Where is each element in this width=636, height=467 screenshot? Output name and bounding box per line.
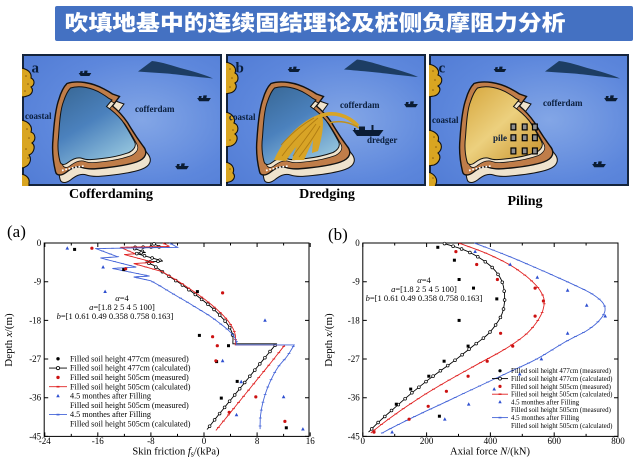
svg-text:-45: -45 (29, 431, 41, 441)
svg-text:coastal: coastal (432, 115, 459, 125)
svg-text:4.5 monthes after Filling: 4.5 monthes after Filling (70, 410, 151, 419)
svg-text:(b): (b) (328, 225, 348, 244)
svg-text:Filled soil height 505cm (meas: Filled soil height 505cm (measured) (511, 407, 611, 414)
svg-text:Filled soil height 505cm (meas: Filled soil height 505cm (measured) (511, 384, 611, 391)
svg-text:-18: -18 (29, 315, 41, 325)
svg-text:Filled soil height 477cm (calc: Filled soil height 477cm (calculated) (511, 376, 612, 383)
svg-text:Filled soil height 477cm (meas: Filled soil height 477cm (measured) (70, 354, 189, 363)
svg-text:-8: -8 (147, 436, 155, 446)
svg-text:pile: pile (493, 133, 507, 143)
svg-text:Filled soil height 477cm (calc: Filled soil height 477cm (calculated) (70, 364, 191, 373)
svg-text:-36: -36 (29, 393, 41, 403)
svg-text:-24: -24 (39, 436, 51, 446)
svg-text:0: 0 (202, 436, 207, 446)
svg-text:b=[1 0.61 0.49 0.358 0.758 0.1: b=[1 0.61 0.49 0.358 0.758 0.163] (366, 293, 483, 303)
svg-text:-16: -16 (92, 436, 104, 446)
svg-text:b=[1 0.61 0.49 0.358 0.758 0.1: b=[1 0.61 0.49 0.358 0.758 0.163] (57, 311, 174, 321)
svg-text:Skin friction fs/(kPa): Skin friction fs/(kPa) (132, 447, 220, 459)
svg-text:16: 16 (306, 436, 316, 446)
svg-text:-27: -27 (348, 354, 360, 364)
svg-text:4.5 monthes after Filling: 4.5 monthes after Filling (511, 415, 580, 422)
svg-text:0: 0 (37, 238, 42, 248)
svg-text:Filled soil height 505cm (meas: Filled soil height 505cm (measured) (70, 373, 189, 382)
svg-text:4.5 monthes after Filling: 4.5 monthes after Filling (70, 392, 151, 401)
svg-text:coastal: coastal (229, 112, 256, 122)
svg-text:4.5 monthes after Filling: 4.5 monthes after Filling (511, 399, 580, 406)
svg-text:α=4: α=4 (115, 293, 129, 303)
svg-text:-36: -36 (348, 393, 360, 403)
svg-text:Filled soil height 505cm (meas: Filled soil height 505cm (measured) (70, 401, 189, 410)
svg-text:8: 8 (255, 436, 260, 446)
svg-text:cofferdam: cofferdam (543, 98, 583, 108)
svg-text:a: a (32, 61, 40, 77)
svg-text:(a): (a) (7, 222, 26, 241)
svg-text:a=[1.8 2 5 4 5 100]: a=[1.8 2 5 4 5 100] (89, 302, 155, 312)
svg-text:α=4: α=4 (417, 275, 431, 285)
svg-text:dredger: dredger (367, 135, 397, 145)
svg-text:-27: -27 (29, 354, 41, 364)
svg-text:cofferdam: cofferdam (135, 104, 175, 114)
svg-text:Filled soil height 505cm (calc: Filled soil height 505cm (calculated) (70, 382, 191, 391)
svg-text:800: 800 (611, 436, 625, 446)
svg-text:-9: -9 (352, 277, 360, 287)
svg-text:Filled soil height 505cm (calc: Filled soil height 505cm (calculated) (511, 392, 612, 399)
svg-text:Depth x/(m): Depth x/(m) (3, 313, 15, 367)
svg-text:a=[1.8 2 5 4 5 100]: a=[1.8 2 5 4 5 100] (391, 284, 457, 294)
svg-text:Filled soil height 505cm (calc: Filled soil height 505cm (calculated) (511, 423, 612, 430)
svg-text:c: c (439, 61, 446, 77)
svg-text:200: 200 (420, 436, 434, 446)
svg-text:Depth x/(m): Depth x/(m) (323, 313, 335, 367)
svg-text:400: 400 (484, 436, 498, 446)
svg-text:-45: -45 (348, 431, 360, 441)
svg-text:cofferdam: cofferdam (340, 100, 380, 110)
svg-text:b: b (235, 61, 243, 77)
svg-text:Filled soil height 477cm (meas: Filled soil height 477cm (measured) (511, 368, 611, 375)
svg-text:0: 0 (361, 436, 366, 446)
svg-text:-18: -18 (348, 315, 360, 325)
svg-text:Axial force N/(kN): Axial force N/(kN) (450, 447, 530, 458)
svg-text:-9: -9 (34, 277, 42, 287)
svg-text:Filled soil height 505cm (calc: Filled soil height 505cm (calculated) (70, 420, 191, 429)
svg-text:600: 600 (547, 436, 561, 446)
svg-text:0: 0 (355, 238, 360, 248)
svg-text:coastal: coastal (25, 111, 52, 121)
